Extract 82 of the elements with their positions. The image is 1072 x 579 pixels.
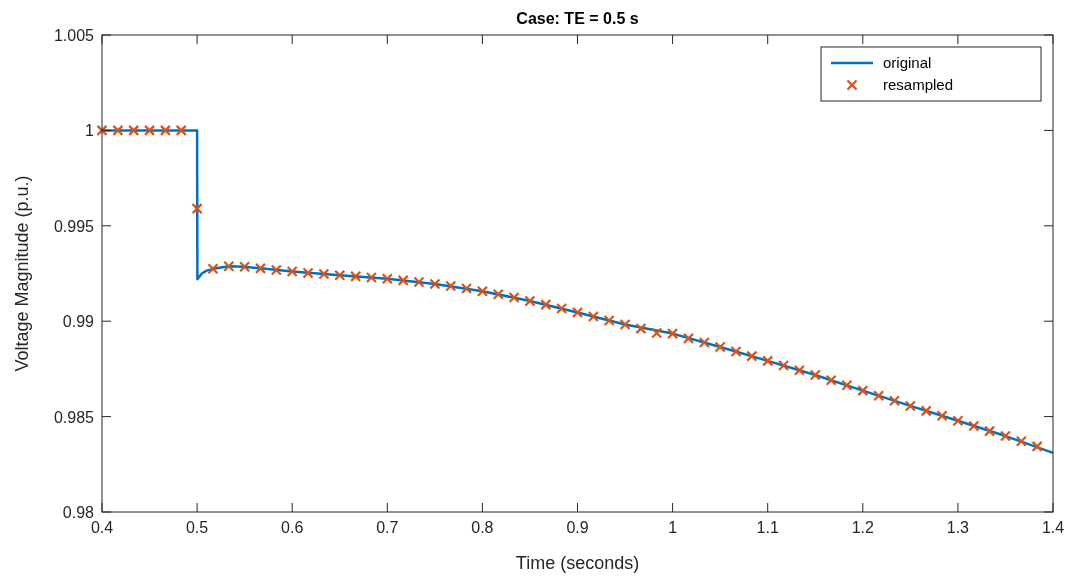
point <box>365 271 378 284</box>
point <box>619 318 631 331</box>
point <box>682 332 695 344</box>
point <box>524 295 536 307</box>
point <box>302 267 314 279</box>
point <box>603 314 615 327</box>
y-tick-label: 0.98 <box>62 504 95 521</box>
point <box>793 364 805 376</box>
point <box>270 264 282 276</box>
y-tick-label: 0.985 <box>53 408 95 426</box>
point <box>952 415 964 427</box>
point <box>857 385 869 397</box>
point <box>825 374 837 386</box>
point <box>381 273 393 285</box>
point <box>445 280 457 292</box>
point <box>698 336 710 349</box>
x-tick-label: 1.2 <box>851 519 875 536</box>
point <box>207 263 219 275</box>
point <box>983 425 996 437</box>
point <box>968 420 980 432</box>
point <box>413 276 425 288</box>
chart-title: Case: TE = 0.5 s <box>516 10 639 27</box>
x-tick-label: 0.9 <box>566 519 589 536</box>
point <box>1031 440 1043 452</box>
point <box>888 395 901 407</box>
point <box>476 285 488 297</box>
point <box>175 124 187 136</box>
x-tick-label: 0.5 <box>185 519 209 536</box>
x-tick-label: 1.1 <box>756 519 779 536</box>
y-tick-label: 0.99 <box>62 313 95 331</box>
point <box>254 262 267 274</box>
point <box>143 124 156 136</box>
point <box>96 124 108 136</box>
point <box>587 310 599 323</box>
x-tick-label: 0.8 <box>471 519 494 536</box>
point <box>286 265 298 278</box>
y-tick-label: 0.995 <box>53 217 95 235</box>
point <box>397 274 409 286</box>
point <box>191 203 203 215</box>
point <box>841 379 853 391</box>
point <box>334 269 346 281</box>
point <box>873 390 885 402</box>
point <box>128 124 140 136</box>
point <box>571 306 584 319</box>
x-tick-label: 0.7 <box>376 519 399 536</box>
point <box>920 405 932 417</box>
point <box>762 355 774 367</box>
x-tick-label: 0.6 <box>281 519 304 536</box>
point <box>651 327 663 339</box>
point <box>1015 435 1027 447</box>
y-axis-title: Voltage Magnitude (p.u.) <box>12 175 32 372</box>
point <box>667 328 679 340</box>
point <box>714 341 726 353</box>
point <box>492 288 504 300</box>
x-tick-label: 1.3 <box>946 519 970 536</box>
legend-label: resampled <box>883 76 954 93</box>
x-tick-label: 1.4 <box>1041 519 1065 536</box>
point <box>746 350 758 362</box>
point <box>508 291 520 304</box>
point <box>809 369 821 381</box>
point <box>635 323 647 335</box>
x-tick-label: 0.4 <box>90 519 114 536</box>
legend-label: original <box>883 54 932 71</box>
y-tick-label: 1 <box>85 122 95 140</box>
point <box>777 359 790 372</box>
point <box>223 260 235 272</box>
point <box>318 268 330 280</box>
point <box>936 410 948 422</box>
point <box>239 261 251 273</box>
point <box>556 302 568 315</box>
y-tick-label: 1.005 <box>53 27 95 44</box>
point <box>159 124 172 136</box>
point <box>350 270 362 282</box>
x-tick-label: 1 <box>668 519 678 536</box>
point <box>540 299 552 311</box>
point <box>460 282 473 295</box>
point <box>730 345 742 358</box>
point <box>904 400 916 412</box>
point <box>999 430 1012 442</box>
point <box>429 278 441 290</box>
point <box>112 124 124 136</box>
x-axis-title: Time (seconds) <box>515 553 640 573</box>
